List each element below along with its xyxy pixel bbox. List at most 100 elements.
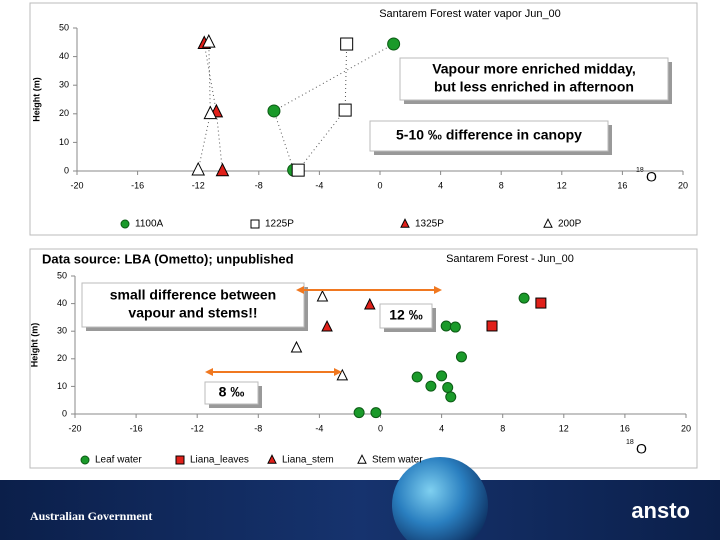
legend-marker [120,219,130,229]
point [411,371,423,383]
y-tick-label: 50 [57,270,67,280]
y-tick-label: 20 [59,108,69,118]
point [370,407,382,419]
point [353,407,365,419]
arrow-head [296,286,304,294]
x-tick-label: -4 [315,423,323,433]
legend-label: Stem water [372,455,423,466]
connector [203,43,223,172]
annotation-text: 5-10 ‰ difference in canopy [396,127,582,143]
legend-label: Liana_leaves [190,455,249,466]
annotation-text: 12 ‰ [389,307,422,323]
x-axis-label: O [646,169,657,185]
point [455,351,467,363]
legend-marker [175,455,185,465]
arrow-head [334,368,342,376]
point [387,37,401,51]
x-tick-label: 0 [378,423,383,433]
annotation-text: 8 ‰ [219,384,245,400]
point [338,103,352,117]
footer-band [0,480,720,540]
y-tick-label: 30 [57,326,67,336]
point [449,321,461,333]
panel-bottom [29,248,698,469]
footer-logo: ansto [631,498,690,523]
annotation-box [379,303,433,329]
annotation-box [399,57,669,101]
y-axis-label: Height (m) [29,323,39,368]
legend-marker [267,454,277,464]
x-tick-label: 0 [377,180,382,190]
point [203,105,218,120]
point [340,37,354,51]
source-note: Data source: LBA (Ometto); unpublished [42,251,294,266]
x-axis-label-sup: 18 [626,439,634,446]
point [336,368,349,381]
legend-marker [400,218,410,228]
x-tick-label: 4 [438,180,443,190]
legend-label: 1225P [265,219,294,230]
point [267,104,281,118]
connector [297,44,348,171]
legend-marker [543,218,553,228]
annotation-box [204,381,259,405]
x-tick-label: 16 [617,180,627,190]
x-tick-label: -8 [255,180,263,190]
annotation-box [369,120,609,152]
point [440,320,452,332]
annotation-text: vapour and stems!! [128,305,257,321]
y-tick-label: 50 [59,22,69,32]
point [436,370,448,382]
point [321,319,333,332]
x-axis-label-sup: 18 [636,167,644,174]
x-tick-label: -12 [191,423,204,433]
annotation-box [81,282,305,328]
x-tick-label: 20 [681,423,691,433]
point [445,391,457,403]
y-tick-label: 30 [59,80,69,90]
annotation-text: Vapour more enriched midday, [432,61,636,77]
point [316,289,329,302]
y-tick-label: 0 [62,408,67,418]
x-tick-label: 8 [500,423,505,433]
point [363,297,376,310]
x-tick-label: 12 [557,180,567,190]
legend-label: Liana_stem [282,455,334,466]
legend-label: 1100A [135,219,164,230]
globe [392,457,488,540]
legend-label: Leaf water [95,455,142,466]
x-tick-label: 20 [678,180,688,190]
x-tick-label: -20 [68,423,81,433]
legend-marker [357,454,367,464]
x-axis-label: O [636,441,647,457]
legend-marker [250,219,260,229]
x-tick-label: -8 [254,423,262,433]
y-tick-label: 40 [57,298,67,308]
annotation-text: small difference between [110,287,277,303]
point [486,320,498,332]
point [290,340,303,353]
chart-title: Santarem Forest - Jun_00 [446,253,574,265]
y-tick-label: 20 [57,353,67,363]
annotation-text: but less enriched in afternoon [434,79,634,95]
legend-marker [80,455,90,465]
point [535,297,547,309]
y-tick-label: 10 [59,137,69,147]
y-tick-label: 0 [64,165,69,175]
x-tick-label: -20 [70,180,83,190]
point [215,162,230,177]
point [425,380,437,392]
point [518,292,530,304]
point [191,161,206,176]
footer-left: Australian Government [30,509,152,523]
x-tick-label: -12 [192,180,205,190]
x-tick-label: -4 [315,180,323,190]
y-tick-label: 10 [57,381,67,391]
x-tick-label: -16 [131,180,144,190]
arrow-head [434,286,442,294]
x-tick-label: 8 [499,180,504,190]
legend-label: 200P [558,219,582,230]
x-tick-label: 4 [439,423,444,433]
x-tick-label: 12 [559,423,569,433]
